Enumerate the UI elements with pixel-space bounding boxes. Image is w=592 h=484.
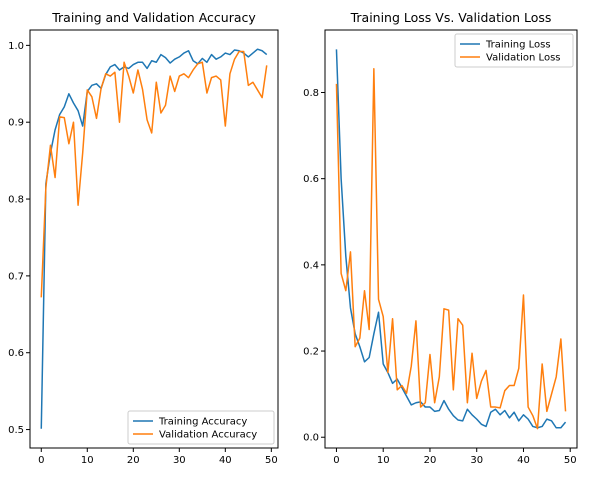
x-tick-label: 0: [38, 455, 44, 466]
legend-entry: Validation Loss: [486, 53, 561, 64]
accuracy-chart: Training and Validation Accuracy 0 10 20 30 4…: [8, 10, 279, 466]
x-tick-label: 20: [424, 455, 437, 466]
y-tick-label: 0.0: [303, 433, 319, 444]
x-tick-label: 40: [517, 455, 530, 466]
legend: Training Loss Validation Loss: [454, 33, 574, 68]
y-tick-label: 0.2: [303, 347, 319, 358]
y-tick-label: 0.9: [8, 118, 24, 129]
x-tick-label: 50: [564, 455, 577, 466]
legend-entry: Training Accuracy: [158, 417, 247, 428]
y-tick-label: 0.6: [303, 174, 319, 185]
x-tick-label: 30: [470, 455, 483, 466]
x-tick-label: 0: [333, 455, 339, 466]
y-tick-label: 0.8: [303, 88, 319, 99]
series-line-validation-loss: [335, 68, 567, 430]
x-tick-label: 20: [127, 455, 140, 466]
legend-entry: Training Loss: [485, 40, 551, 51]
x-tick-label: 10: [377, 455, 390, 466]
series-line-training-loss: [335, 49, 567, 429]
y-tick-label: 0.4: [303, 260, 319, 271]
x-tick-label: 10: [81, 455, 94, 466]
y-tick-label: 1.0: [8, 41, 24, 52]
plot-frame: [29, 29, 279, 449]
x-tick-label: 30: [173, 455, 186, 466]
loss-chart: Training Loss Vs. Validation Loss 0 10 20 30…: [303, 10, 578, 466]
legend-box: [127, 410, 275, 445]
x-tick-label: 50: [265, 455, 278, 466]
legend-box: [454, 33, 574, 68]
chart-title: Training Loss Vs. Validation Loss: [350, 10, 552, 25]
legend-entry: Validation Accuracy: [159, 430, 257, 441]
y-tick-label: 0.7: [8, 271, 24, 282]
y-tick-label: 0.6: [8, 348, 24, 359]
series-line-validation-accuracy: [40, 50, 268, 298]
plot-frame: [324, 29, 578, 449]
x-tick-label: 40: [219, 455, 232, 466]
y-tick-label: 0.5: [8, 425, 24, 436]
y-tick-label: 0.8: [8, 195, 24, 206]
series-line-training-accuracy: [40, 48, 268, 429]
chart-title: Training and Validation Accuracy: [51, 10, 256, 25]
legend: Training Accuracy Validation Accuracy: [127, 410, 275, 445]
